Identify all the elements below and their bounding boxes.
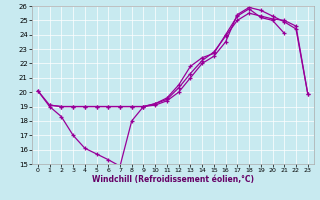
X-axis label: Windchill (Refroidissement éolien,°C): Windchill (Refroidissement éolien,°C)	[92, 175, 254, 184]
